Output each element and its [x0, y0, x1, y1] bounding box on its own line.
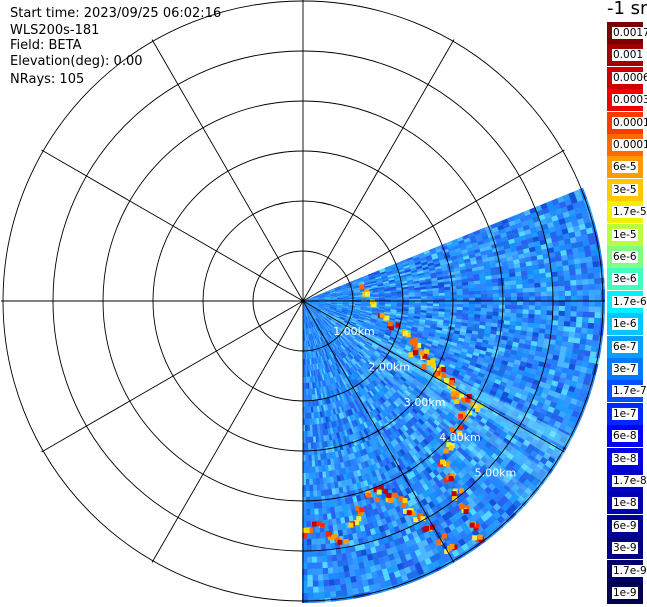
- colorbar-label: 0.001: [612, 49, 645, 62]
- colorbar-label: 3e-6: [612, 273, 638, 286]
- colorbar-label: 0.00017: [612, 116, 647, 129]
- colorbar-label: 1.7e-8: [612, 475, 647, 487]
- colorbar-label: 3e-5: [612, 183, 638, 196]
- azimuth-spoke: [302, 149, 565, 302]
- colorbar-title: -1 sr: [607, 0, 647, 19]
- colorbar-label: 1.7e-6: [612, 295, 647, 308]
- elevation-label: Elevation(deg): 0.00: [10, 54, 143, 69]
- colorbar-label: 0.0017: [612, 27, 647, 39]
- colorbar-label: 0.0006: [612, 71, 647, 84]
- backscatter-features: [301, 284, 573, 554]
- colorbar-label: 1e-8: [612, 497, 638, 510]
- colorbar-label: 1e-6: [612, 318, 638, 331]
- colorbar-label: 6e-6: [612, 251, 638, 263]
- colorbar-label: 1e-5: [612, 228, 638, 241]
- colorbar-label: 3e-9: [612, 542, 638, 555]
- range-label: 3.00km: [404, 396, 446, 409]
- colorbar-label: 1e-7: [612, 407, 638, 420]
- azimuth-spoke: [151, 39, 304, 302]
- range-label: 2.00km: [369, 361, 411, 374]
- start-time-label: Start time: 2023/09/25 06:02:16: [10, 6, 222, 21]
- azimuth-spoke: [41, 149, 304, 302]
- azimuth-spoke: [302, 39, 455, 302]
- azimuth-spoke: [41, 300, 304, 453]
- polar-grid: [1, 0, 605, 603]
- colorbar-label: 1.7e-9: [612, 564, 647, 577]
- colorbar-label: 3e-7: [612, 363, 638, 375]
- range-label: 4.00km: [439, 431, 481, 444]
- colorbar-label: 0.0001: [612, 139, 647, 151]
- colorbar-label: 6e-8: [612, 430, 638, 443]
- azimuth-spoke: [302, 300, 455, 563]
- colorbar-label: 6e-5: [612, 161, 638, 174]
- range-label: 1.00km: [333, 325, 375, 338]
- colorbar-label: 1.7e-7: [612, 385, 647, 398]
- range-labels: 1.00km 2.00km 3.00km 4.00km 5.00km: [333, 325, 516, 479]
- field-label: Field: BETA: [10, 38, 82, 53]
- colorbar-label: 0.0003: [612, 94, 647, 107]
- colorbar-label: 1.7e-5: [612, 206, 647, 219]
- colorbar-label: 3e-8: [612, 452, 638, 465]
- instrument-label: WLS200s-181: [10, 23, 100, 38]
- azimuth-spoke: [302, 300, 565, 453]
- colorbar-label: 6e-7: [612, 340, 638, 353]
- nrays-label: NRays: 105: [10, 72, 85, 87]
- azimuth-spoke: [151, 300, 304, 563]
- colorbar-label: 1e-9: [612, 587, 638, 599]
- ppi-plot: 1.00km 2.00km 3.00km 4.00km 5.00km: [1, 0, 605, 603]
- colorbar-label: 6e-9: [612, 519, 638, 532]
- range-label: 5.00km: [475, 467, 517, 480]
